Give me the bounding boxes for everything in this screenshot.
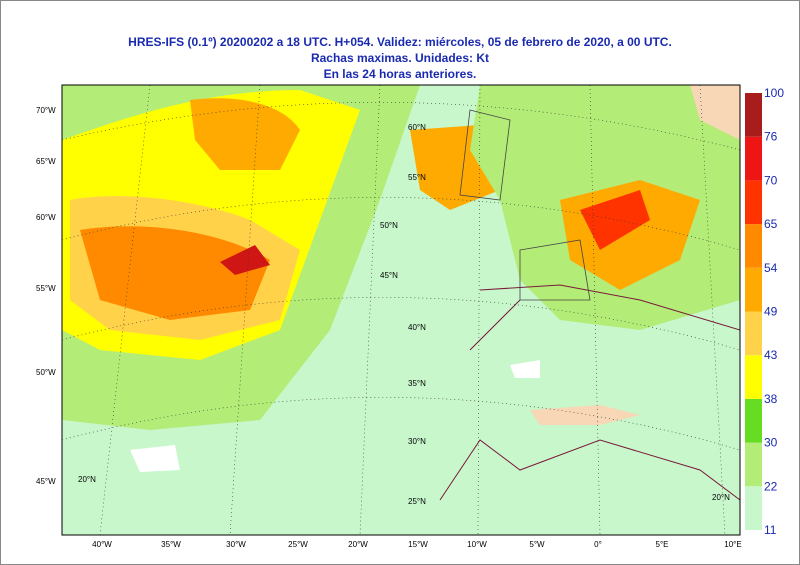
map xyxy=(61,84,741,536)
grid-label: 50°N xyxy=(380,221,398,230)
bottom-label: 25°W xyxy=(288,540,308,549)
bottom-label: 30°W xyxy=(226,540,246,549)
grid-label: 35°N xyxy=(408,379,426,388)
left-label: 60°W xyxy=(36,213,56,222)
map-frame xyxy=(61,84,741,536)
colorbar-bin xyxy=(745,267,762,312)
colorbar-bin xyxy=(745,180,762,225)
colorbar-bin xyxy=(745,224,762,268)
bottom-label: 10°W xyxy=(467,540,487,549)
colorbar-bin xyxy=(745,93,762,137)
colorbar-bin xyxy=(745,136,762,181)
colorbar-bin xyxy=(745,486,762,530)
grid-label: 55°N xyxy=(408,173,426,182)
grid-label: 45°N xyxy=(380,271,398,280)
colorbar-bin xyxy=(745,398,762,443)
grid-label: 60°N xyxy=(408,123,426,132)
bottom-label: 5°E xyxy=(656,540,669,549)
colorbar-label: 70 xyxy=(764,173,778,187)
grid-label: 20°N xyxy=(78,475,96,484)
bottom-label: 5°W xyxy=(529,540,545,549)
left-label: 70°W xyxy=(36,106,56,115)
bottom-label: 40°W xyxy=(92,540,112,549)
colorbar-bin xyxy=(745,355,762,399)
title-line: En las 24 horas anteriores. xyxy=(324,67,477,81)
colorbar-label: 76 xyxy=(764,130,778,144)
colorbar-label: 11 xyxy=(764,523,777,537)
bottom-label: 0° xyxy=(594,540,602,549)
colorbar-label: 43 xyxy=(764,348,778,362)
colorbar-label: 54 xyxy=(764,261,778,275)
grid-label: 40°N xyxy=(408,323,426,332)
colorbar-label: 38 xyxy=(764,392,778,406)
left-label: 65°W xyxy=(36,157,56,166)
title-line: Rachas maximas. Unidades: Kt xyxy=(311,51,489,65)
bottom-label: 35°W xyxy=(161,540,181,549)
colorbar-label: 49 xyxy=(764,305,778,319)
grid-label: 25°N xyxy=(408,497,426,506)
bottom-label: 10°E xyxy=(724,540,741,549)
bottom-label: 20°W xyxy=(348,540,368,549)
left-label: 55°W xyxy=(36,284,56,293)
colorbar-label: 30 xyxy=(764,436,778,450)
colorbar-label: 65 xyxy=(764,217,778,231)
left-label: 50°W xyxy=(36,368,56,377)
grid-label: 30°N xyxy=(408,437,426,446)
bottom-label: 15°W xyxy=(408,540,428,549)
colorbar-bin xyxy=(745,311,762,356)
colorbar-bin xyxy=(745,442,762,487)
colorbar-label: 100 xyxy=(764,86,784,100)
colorbar-label: 22 xyxy=(764,479,778,493)
grid-label: 20°N xyxy=(712,493,730,502)
left-label: 45°W xyxy=(36,477,56,486)
title-line: HRES-IFS (0.1º) 20200202 a 18 UTC. H+054… xyxy=(128,35,672,49)
